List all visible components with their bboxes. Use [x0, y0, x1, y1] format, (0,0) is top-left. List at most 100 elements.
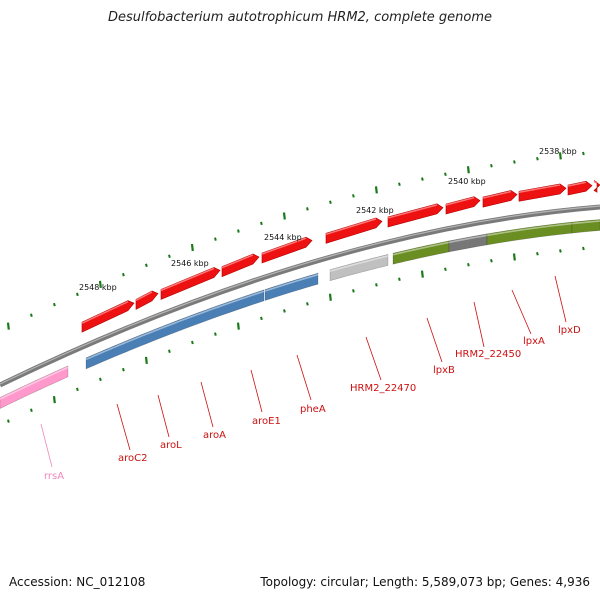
inner-tick: [420, 270, 424, 278]
gene-bar-green-highlight: [486, 222, 573, 237]
cds-arrow-highlight: [221, 254, 254, 269]
scale-label-2544: 2544 kbp: [264, 233, 302, 242]
inner-tick: [490, 258, 493, 263]
leader-line: [116, 403, 131, 451]
gene-bar-blue: [264, 272, 319, 301]
cds-arrow: [482, 190, 518, 208]
inner-tick: [512, 253, 516, 261]
leader-line: [365, 336, 382, 381]
gene-label-HRM2_22470: HRM2_22470: [350, 383, 416, 394]
scale-label-2546: 2546 kbp: [171, 259, 209, 268]
gene-label-HRM2_22450: HRM2_22450: [455, 349, 521, 360]
map-title: Desulfobacterium autotrophicum HRM2, com…: [107, 10, 493, 25]
scale-label-2538: 2538 kbp: [539, 147, 577, 156]
outer-tick: [214, 237, 217, 241]
cds-arrow: [135, 290, 159, 310]
gene-bar-blue-highlight: [264, 273, 319, 292]
gene-bar-lightgray: [329, 254, 389, 282]
scale-label-2542: 2542 kbp: [356, 206, 394, 215]
gene-bar-green: [571, 219, 600, 234]
scale-label-2540: 2540 kbp: [448, 177, 486, 186]
gene-label-aroC2: aroC2: [118, 453, 147, 464]
inner-tick: [260, 316, 263, 321]
outer-tick: [582, 151, 585, 156]
gene-label-aroL: aroL: [160, 440, 182, 451]
rrna-bar: [0, 365, 69, 409]
forward-cds-track: [81, 180, 600, 333]
outer-tick: [168, 254, 171, 259]
leader-line: [250, 369, 263, 413]
gene-bar-green: [486, 221, 573, 246]
outer-tick: [329, 200, 332, 204]
outer-tick: [30, 313, 33, 318]
cds-arrow-highlight: [387, 204, 438, 219]
inner-tick: [168, 349, 171, 354]
inner-tick: [467, 263, 470, 267]
scale-label-2548: 2548 kbp: [79, 283, 117, 292]
cds-arrow-highlight: [518, 184, 561, 194]
cds-arrow-highlight: [81, 300, 129, 324]
cds-arrow-highlight: [325, 218, 377, 236]
inner-tick: [236, 322, 240, 330]
inner-tick: [191, 340, 194, 345]
cds-arrow-highlight: [482, 190, 512, 199]
cds-arrow: [81, 300, 135, 333]
gene-label-lpxB: lpxB: [433, 365, 455, 376]
inner-tick: [76, 387, 79, 392]
inner-tick: [536, 252, 539, 256]
outer-tick: [122, 272, 125, 277]
cds-arrow-highlight: [261, 237, 307, 255]
outer-tick: [6, 322, 10, 330]
inner-tick: [375, 283, 378, 287]
inner-tick: [398, 277, 401, 282]
gene-label-pheA: pheA: [300, 404, 326, 415]
cds-arrow-highlight: [567, 181, 587, 187]
outer-tick: [466, 166, 470, 174]
cds-arrow: [518, 183, 567, 202]
outer-tick: [558, 152, 562, 160]
leader-line: [157, 394, 170, 438]
gene-bar-blue-highlight: [85, 290, 265, 361]
outer-tick: [306, 207, 309, 211]
cds-arrow: [160, 267, 221, 300]
gene-label-lpxD: lpxD: [558, 325, 581, 336]
outer-tick: [536, 157, 539, 161]
inner-tick: [444, 267, 447, 271]
leader-line: [40, 423, 53, 468]
scale-labels: 2538 kbp 2540 kbp 2542 kbp 2544 kbp 2546…: [79, 147, 577, 292]
genome-summary-text: Topology: circular; Length: 5,589,073 bp…: [260, 575, 590, 589]
outer-tick: [490, 163, 493, 168]
outer-tick: [53, 302, 56, 307]
gene-label-rrsA: rrsA: [44, 471, 64, 482]
outer-tick: [260, 221, 263, 226]
outer-tick: [444, 172, 447, 176]
gene-label-aroE1: aroE1: [252, 416, 281, 427]
label-leaders: [40, 275, 567, 468]
inner-tick: [214, 332, 217, 336]
cds-arrow-highlight: [160, 267, 215, 292]
inner-tick: [99, 377, 102, 382]
genome-backbone: [0, 204, 600, 388]
gene-label-lpxA: lpxA: [523, 336, 545, 347]
outer-tick: [190, 243, 194, 252]
leader-line: [426, 317, 443, 363]
cds-arrow: [387, 203, 444, 228]
inner-tick: [352, 289, 355, 293]
inner-tick: [283, 309, 286, 313]
cds-arrow-highlight: [593, 180, 598, 184]
gene-label-aroA: aroA: [203, 430, 226, 441]
cds-arrow-highlight: [445, 196, 475, 206]
outer-tick: [98, 280, 102, 288]
outer-tick: [145, 263, 148, 268]
outer-tick: [76, 292, 79, 297]
inner-tick: [306, 302, 309, 306]
outer-tick: [421, 177, 424, 181]
leader-line: [511, 289, 532, 335]
inner-tick: [122, 367, 125, 372]
cds-arrow: [445, 196, 481, 215]
inner-tick: [328, 293, 332, 301]
cds-arrow: [221, 253, 260, 278]
outer-tick: [237, 229, 240, 233]
inner-tick: [7, 419, 10, 423]
inner-tick: [582, 246, 585, 251]
